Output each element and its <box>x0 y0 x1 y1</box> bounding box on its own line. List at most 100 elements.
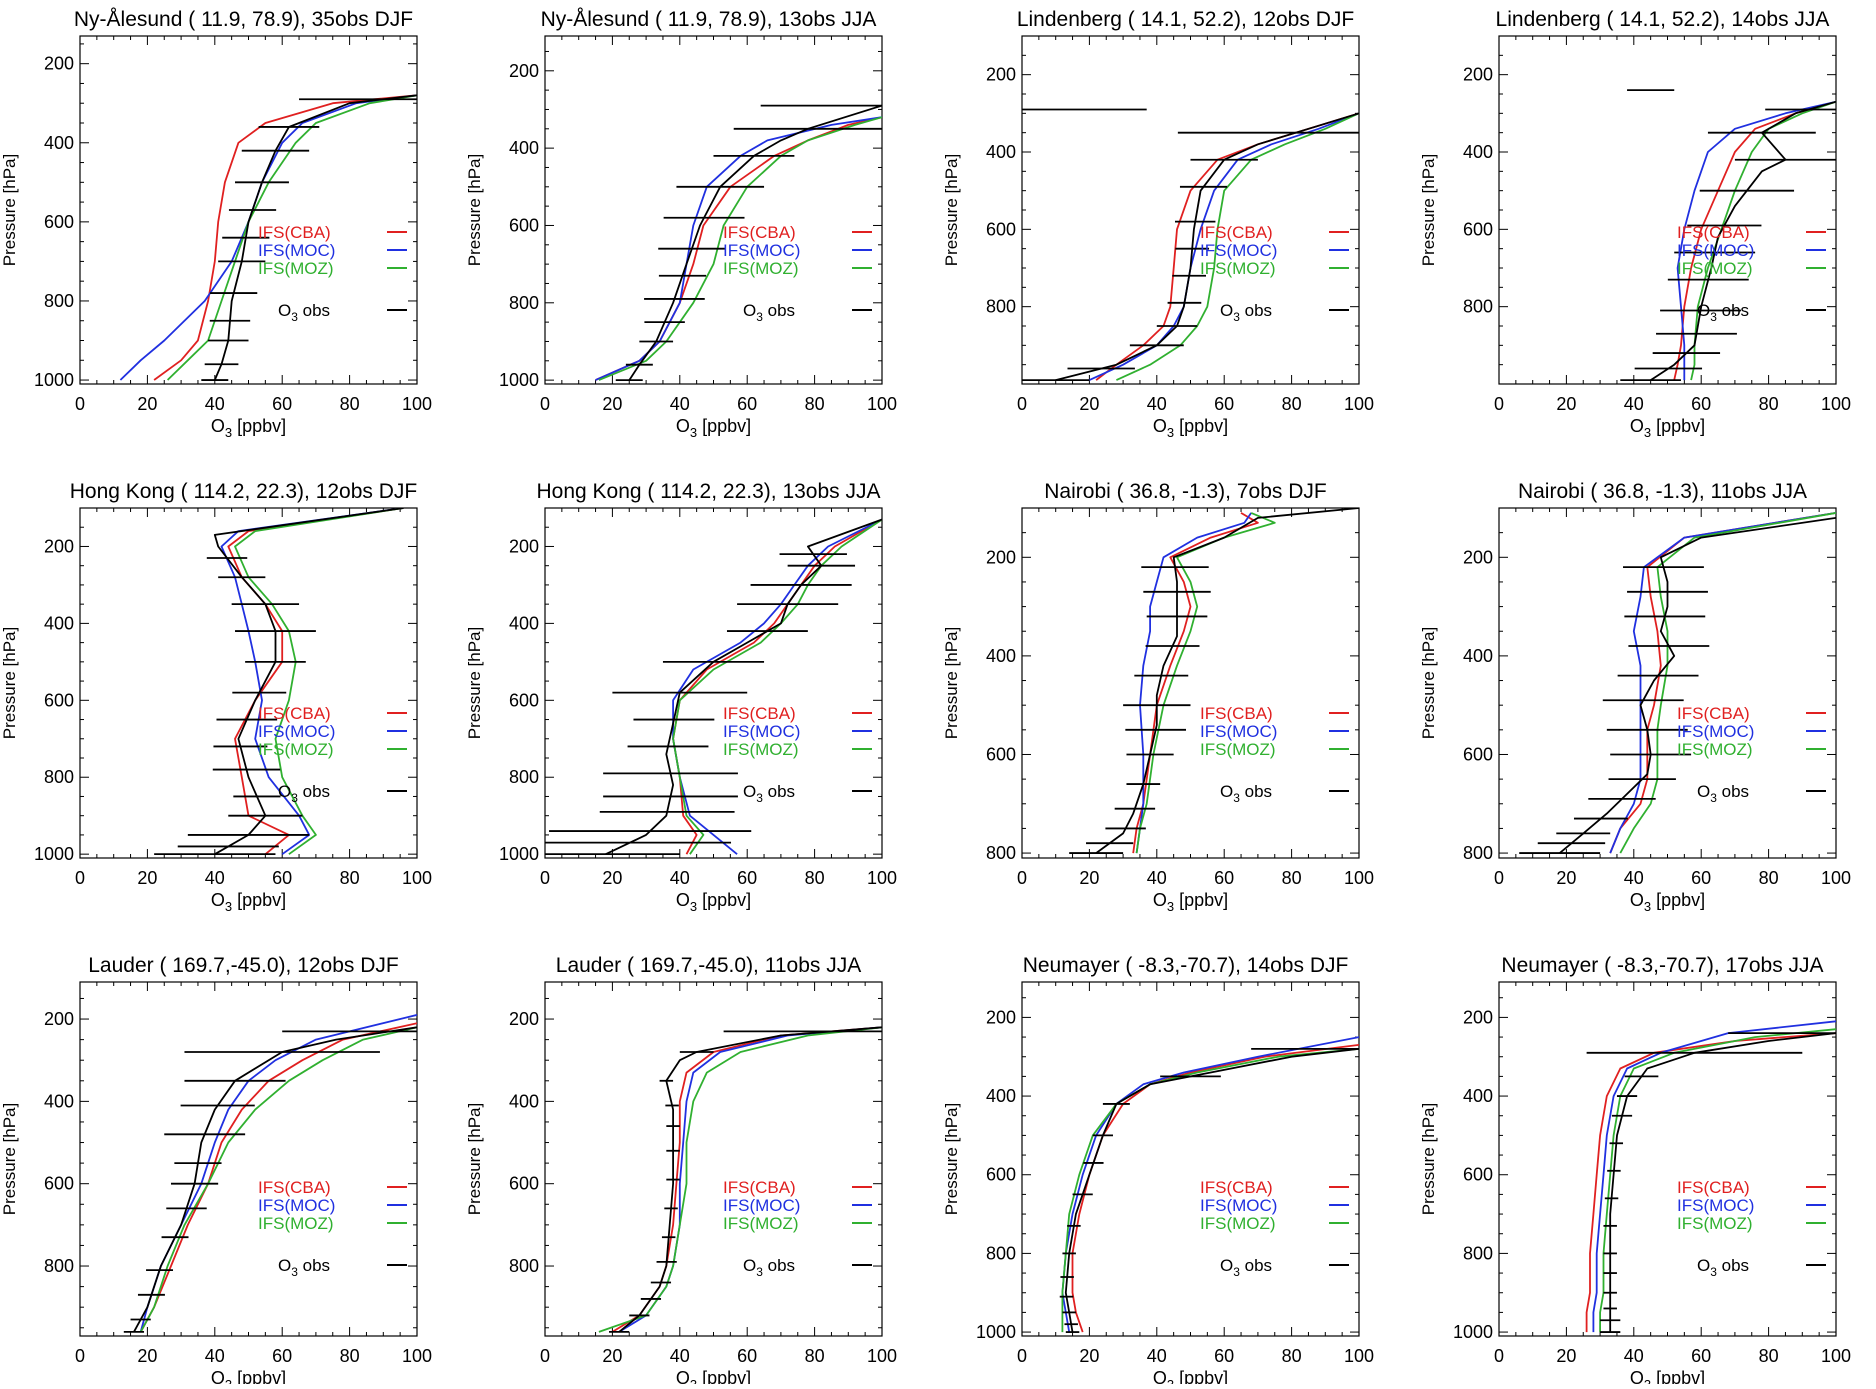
y-tick-label: 800 <box>1463 297 1493 317</box>
legend-label-obs: O3 obs <box>1697 1256 1749 1279</box>
legend-label-moc: IFS(MOC) <box>258 722 335 741</box>
legend-label-moc: IFS(MOC) <box>723 241 800 260</box>
x-tick-label: 20 <box>1079 868 1099 888</box>
y-axis-label: Pressure [hPa] <box>942 1103 961 1215</box>
x-axis-label: O3 [ppbv] <box>676 890 751 914</box>
series-line-obs <box>1559 517 1836 854</box>
legend-label-cba: IFS(CBA) <box>1677 704 1750 723</box>
legend-label-obs: O3 obs <box>278 301 330 324</box>
chart-panel-2: Ny-Ålesund ( 11.9, 78.9), 13obs JJA 0 20 40… <box>465 8 897 440</box>
plot-frame <box>1021 507 1360 859</box>
legend-label-moc: IFS(MOC) <box>723 1196 800 1215</box>
x-tick-label: 0 <box>75 394 85 414</box>
y-tick-label: 600 <box>509 215 539 235</box>
y-tick-label: 600 <box>509 1174 539 1194</box>
x-axis-label: O3 [ppbv] <box>211 890 286 914</box>
y-tick-label: 600 <box>1463 1165 1493 1185</box>
chart-title: Nairobi ( 36.8, -1.3), 7obs DJF <box>1044 480 1326 503</box>
y-tick-label: 400 <box>44 1091 74 1111</box>
legend-label-cba: IFS(CBA) <box>258 704 331 723</box>
legend-label-moc: IFS(MOC) <box>1677 722 1754 741</box>
series-group <box>119 94 417 381</box>
legend-label-moc: IFS(MOC) <box>1677 1196 1754 1215</box>
y-tick-label: 400 <box>44 133 74 153</box>
x-tick-label: 0 <box>540 868 550 888</box>
x-tick-label: 100 <box>402 394 432 414</box>
legend-label-cba: IFS(CBA) <box>258 223 331 242</box>
y-tick-label: 600 <box>44 690 74 710</box>
y-tick-label: 800 <box>44 767 74 787</box>
x-tick-label: 20 <box>137 1346 157 1366</box>
x-tick-label: 80 <box>340 394 360 414</box>
x-tick-label: 60 <box>737 394 757 414</box>
x-tick-label: 40 <box>1147 1346 1167 1366</box>
x-tick-label: 80 <box>1282 394 1302 414</box>
legend-label-obs: O3 obs <box>1697 782 1749 805</box>
series-group <box>1585 1020 1836 1333</box>
y-tick-label: 400 <box>986 142 1016 162</box>
y-axis-label: Pressure [hPa] <box>942 627 961 739</box>
x-tick-label: 0 <box>1494 1346 1504 1366</box>
chart-title: Lauder ( 169.7,-45.0), 11obs JJA <box>556 954 861 977</box>
legend-label-cba: IFS(CBA) <box>1200 223 1273 242</box>
y-tick-label: 600 <box>1463 744 1493 764</box>
x-tick-label: 100 <box>1344 868 1374 888</box>
y-tick-label: 400 <box>509 1091 539 1111</box>
x-tick-label: 40 <box>670 394 690 414</box>
x-tick-label: 40 <box>670 1346 690 1366</box>
x-axis-label: O3 [ppbv] <box>676 1368 751 1384</box>
x-tick-label: 100 <box>1821 1346 1851 1366</box>
y-tick-label: 200 <box>509 1009 539 1029</box>
y-tick-label: 400 <box>44 613 74 633</box>
y-tick-label: 600 <box>1463 219 1493 239</box>
x-tick-label: 20 <box>137 868 157 888</box>
chart-title: Ny-Ålesund ( 11.9, 78.9), 35obs DJF <box>74 8 413 31</box>
x-tick-label: 80 <box>1282 1346 1302 1366</box>
x-tick-label: 80 <box>805 394 825 414</box>
legend-label-cba: IFS(CBA) <box>1200 1178 1273 1197</box>
x-tick-label: 60 <box>737 1346 757 1366</box>
x-axis-label: O3 [ppbv] <box>1153 416 1228 440</box>
legend-label-moz: IFS(MOZ) <box>1200 740 1276 759</box>
x-axis-label: O3 [ppbv] <box>1153 890 1228 914</box>
legend-label-cba: IFS(CBA) <box>258 1178 331 1197</box>
y-tick-label: 200 <box>1463 1007 1493 1027</box>
chart-panel-6: Hong Kong ( 114.2, 22.3), 13obs JJA 0 20 40… <box>465 480 897 914</box>
x-tick-label: 0 <box>75 868 85 888</box>
series-line-obs <box>1095 508 1359 854</box>
y-tick-label: 1000 <box>1453 1322 1493 1342</box>
legend-label-moz: IFS(MOZ) <box>1677 740 1753 759</box>
legend-label-obs: O3 obs <box>743 782 795 805</box>
legend-label-cba: IFS(CBA) <box>723 704 796 723</box>
y-axis-label: Pressure [hPa] <box>1419 627 1438 739</box>
series-line-cba <box>672 518 882 855</box>
legend-label-moz: IFS(MOZ) <box>258 740 334 759</box>
x-tick-label: 80 <box>1759 868 1779 888</box>
legend-label-moz: IFS(MOZ) <box>723 1214 799 1233</box>
y-tick-label: 600 <box>986 744 1016 764</box>
y-axis-label: Pressure [hPa] <box>465 154 484 266</box>
series-line-moc <box>1135 512 1252 854</box>
x-tick-label: 20 <box>1079 394 1099 414</box>
x-tick-label: 100 <box>1344 1346 1374 1366</box>
x-tick-label: 80 <box>1759 394 1779 414</box>
chart-panel-11: Neumayer ( -8.3,-70.7), 14obs DJF 0 20 40 60… <box>942 954 1374 1389</box>
x-tick-label: 40 <box>1147 868 1167 888</box>
chart-panel-8: Nairobi ( 36.8, -1.3), 11obs JJA 0 20 40 60 8… <box>1419 480 1851 914</box>
x-tick-label: 20 <box>602 868 622 888</box>
y-tick-label: 600 <box>44 212 74 232</box>
y-axis-label: Pressure [hPa] <box>465 627 484 739</box>
y-axis-label: Pressure [hPa] <box>0 1103 19 1215</box>
series-line-moz <box>598 1026 882 1333</box>
plot-frame <box>79 507 418 859</box>
chart-title: Neumayer ( -8.3,-70.7), 17obs JJA <box>1501 954 1823 977</box>
y-tick-label: 200 <box>986 1007 1016 1027</box>
legend-label-moc: IFS(MOC) <box>1677 241 1754 260</box>
x-tick-label: 20 <box>137 394 157 414</box>
legend-label-obs: O3 obs <box>278 1256 330 1279</box>
y-tick-label: 200 <box>986 65 1016 85</box>
x-tick-label: 80 <box>1759 1346 1779 1366</box>
y-tick-label: 400 <box>509 138 539 158</box>
plot-frame <box>1498 981 1837 1337</box>
